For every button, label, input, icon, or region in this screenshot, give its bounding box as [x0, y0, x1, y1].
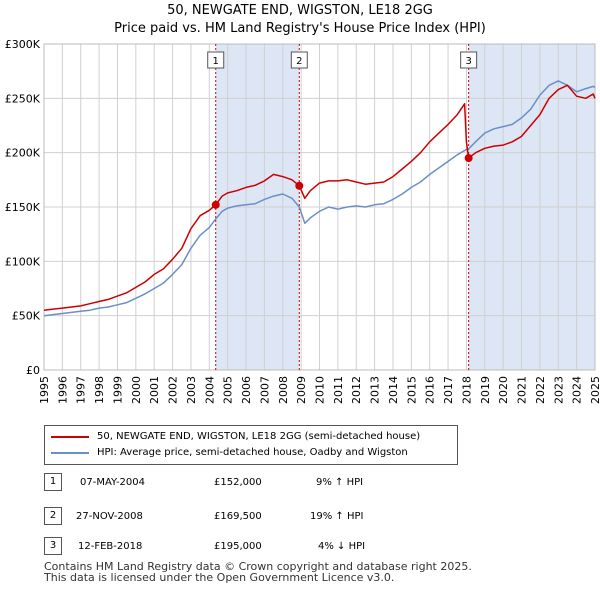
x-tick-label: 2010	[314, 376, 327, 404]
hpi-line	[43, 80, 596, 317]
x-tick-label: 1997	[75, 376, 88, 404]
x-tick-label: 1998	[93, 376, 106, 404]
x-tick-label: 2018	[460, 376, 473, 404]
transaction-number: 1	[44, 473, 62, 491]
y-tick-label: £50K	[12, 310, 41, 323]
x-tick-label: 2016	[424, 376, 437, 404]
legend-swatch-hpi	[51, 452, 89, 454]
transaction-hpi: 9% ↑ HPI	[316, 477, 364, 488]
transaction-price: £195,000	[214, 541, 262, 552]
marker-box	[290, 51, 308, 69]
sale-point	[295, 181, 304, 190]
x-tick-label: 2004	[203, 376, 216, 404]
series-lines	[43, 80, 596, 317]
x-tick-label: 2022	[534, 376, 547, 404]
x-tick-label: 2013	[369, 376, 382, 404]
transaction-number: 2	[44, 507, 62, 525]
x-tick-label: 2015	[405, 376, 418, 404]
marker-number: 1	[213, 56, 219, 67]
x-tick-label: 1995	[38, 376, 51, 404]
y-tick-label: £150K	[5, 201, 41, 214]
x-tick-label: 2021	[516, 376, 529, 404]
x-tick-label: 2007	[258, 376, 271, 404]
marker-box	[460, 51, 478, 69]
x-axis-ticks: 1995 1996 1997 1998 1999 2000 2001 2002 2003 2004…	[38, 376, 600, 404]
x-tick-label: 2023	[552, 376, 565, 404]
transaction-hpi: 19% ↑ HPI	[310, 511, 364, 522]
transaction-price: £169,500	[214, 511, 262, 522]
y-tick-label: £200K	[5, 147, 41, 160]
x-tick-label: 2006	[240, 376, 253, 404]
footer-copyright: Contains HM Land Registry data © Crown c…	[44, 560, 472, 573]
x-tick-label: 2017	[442, 376, 455, 404]
sale-marker-labels: 1 2 3	[207, 51, 478, 69]
x-tick-label: 2020	[497, 376, 510, 404]
legend-label-hpi: HPI: Average price, semi-detached house,…	[97, 447, 408, 458]
x-tick-label: 2002	[167, 376, 180, 404]
marker-number: 3	[465, 56, 471, 67]
sale-point	[211, 200, 220, 209]
legend: 50, NEWGATE END, WIGSTON, LE18 2GG (semi…	[44, 425, 458, 465]
x-tick-label: 2008	[277, 376, 290, 404]
x-tick-label: 2000	[130, 376, 143, 404]
x-tick-label: 1999	[111, 376, 124, 404]
footer-license: This data is licensed under the Open Gov…	[44, 571, 395, 584]
x-tick-label: 2012	[350, 376, 363, 404]
marker-box	[207, 51, 225, 69]
y-axis-ticks: £0 £50K £100K £150K £200K £250K £300K	[5, 38, 41, 377]
sale-point	[464, 154, 473, 163]
y-tick-label: £0	[26, 364, 40, 377]
grid-lines	[43, 43, 596, 371]
chart-title: 50, NEWGATE END, WIGSTON, LE18 2GG	[167, 3, 433, 18]
x-tick-label: 2005	[222, 376, 235, 404]
x-tick-label: 2003	[185, 376, 198, 404]
marker-number: 2	[296, 56, 302, 67]
x-tick-label: 2019	[479, 376, 492, 404]
y-tick-label: £100K	[5, 255, 41, 268]
y-tick-label: £300K	[5, 38, 41, 51]
sale-points	[211, 154, 473, 209]
x-tick-label: 2025	[589, 376, 600, 404]
legend-swatch-price	[51, 436, 89, 438]
transaction-date: 07-MAY-2004	[80, 477, 146, 488]
legend-label-price: 50, NEWGATE END, WIGSTON, LE18 2GG (semi…	[97, 431, 421, 442]
x-tick-label: 1996	[56, 376, 69, 404]
chart-subtitle: Price paid vs. HM Land Registry's House …	[114, 21, 486, 36]
plot-frame	[43, 43, 596, 371]
x-tick-label: 2011	[332, 376, 345, 404]
transaction-hpi: 4% ↓ HPI	[318, 541, 366, 552]
transaction-date: 27-NOV-2008	[76, 511, 143, 522]
transaction-date: 12-FEB-2018	[78, 541, 143, 552]
x-tick-label: 2014	[387, 376, 400, 404]
transaction-price: £152,000	[214, 477, 262, 488]
x-tick-label: 2009	[295, 376, 308, 404]
transaction-number: 3	[44, 537, 62, 555]
x-tick-label: 2024	[571, 376, 584, 404]
price-chart: 1 2 3 £0 £50K £100K £150K £200K £250K £300K 1995…	[5, 38, 600, 404]
price-paid-line	[43, 84, 596, 311]
x-tick-label: 2001	[148, 376, 161, 404]
y-tick-label: £250K	[5, 92, 41, 105]
